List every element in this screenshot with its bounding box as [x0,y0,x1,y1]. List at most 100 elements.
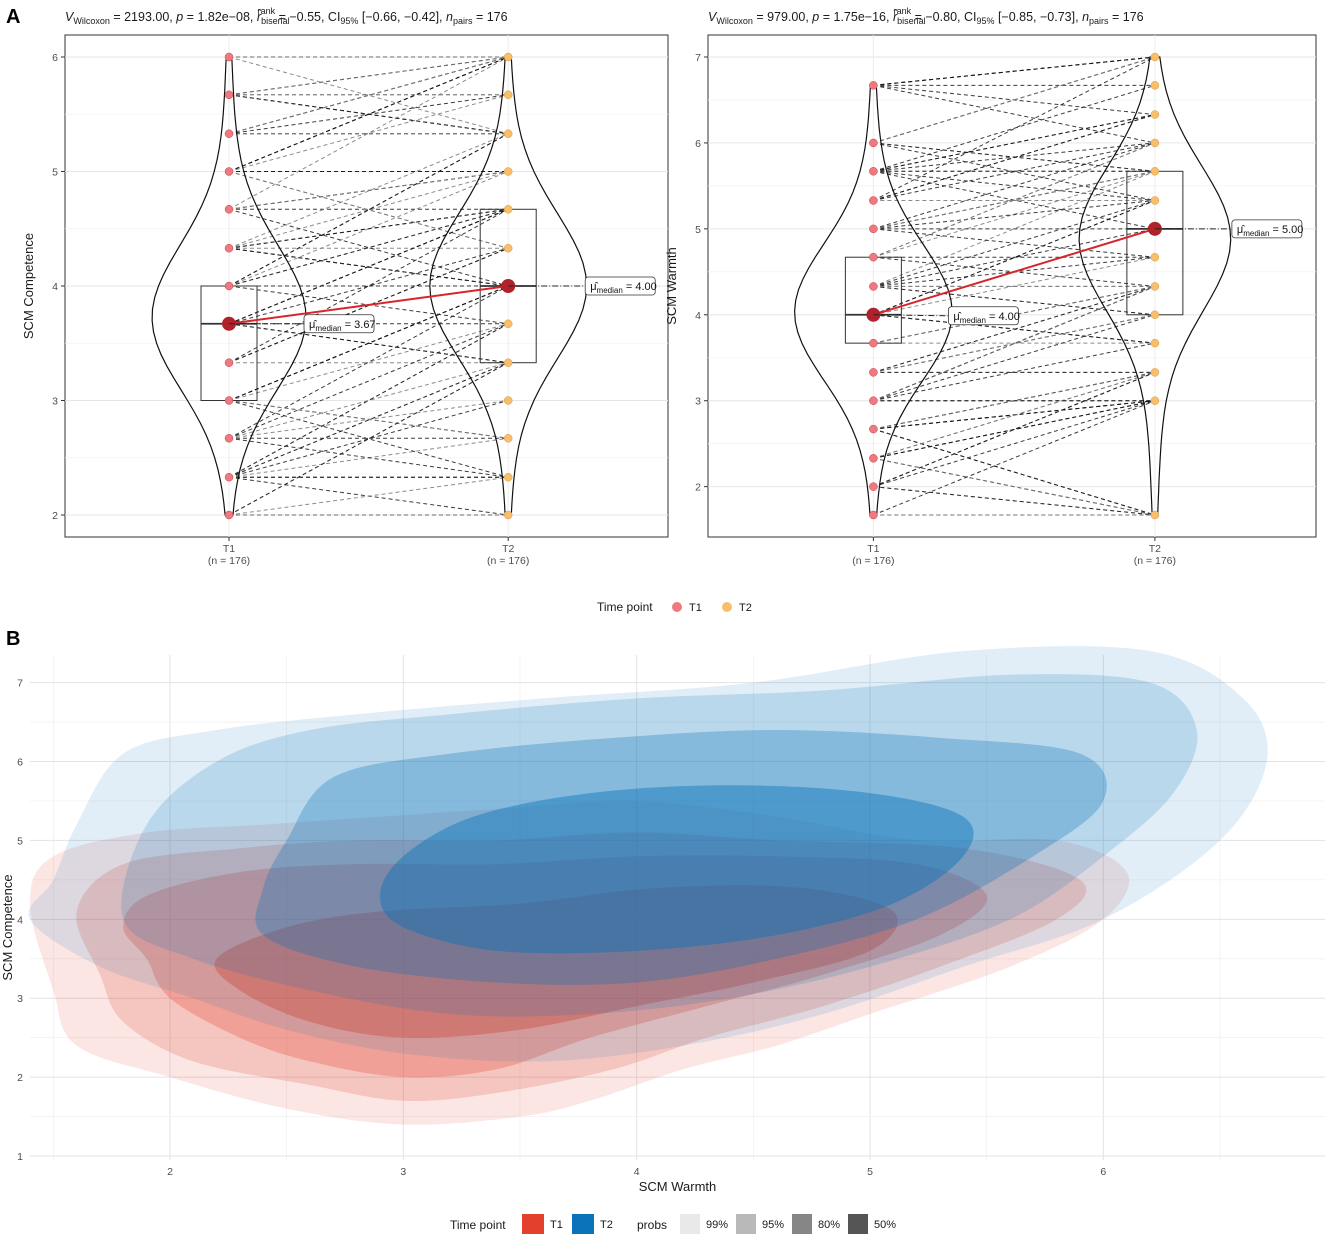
legend-title: Time point [450,1218,506,1232]
paired-line [873,285,1155,316]
paired-line [873,142,1156,230]
density-t2-99 [28,646,1268,1062]
t1-point [224,510,234,520]
t2-point [503,129,513,138]
y-tick-label: 6 [695,138,701,150]
t2-point [503,243,513,253]
legend-label-t1: T1 [689,602,702,614]
legend-prob-label: 80% [818,1219,840,1231]
t2-point [1150,52,1160,62]
x-tick-label: 2 [167,1166,173,1178]
t2-point [503,205,513,214]
median-label-text: μ̂median = 5.00 [1237,224,1304,238]
paired-line [873,56,1156,201]
paired-line [228,476,509,516]
x-axis-title: SCM Warmth [639,1179,717,1194]
y-tick-label: 2 [17,1072,23,1084]
x-tick-n-label: (n = 176) [1134,555,1176,567]
legend-label-t2: T2 [739,602,752,614]
t1-point [224,434,234,443]
y-tick-label: 1 [17,1151,23,1163]
t1-point [869,338,878,348]
paired-line [873,142,1155,172]
median-label-leader [873,314,949,317]
t1-point [869,81,878,90]
density-t1-99 [30,800,1130,1125]
paired-line [228,208,509,287]
t2-point [1150,167,1160,176]
paired-line [228,208,509,325]
paired-line [228,285,509,401]
paired-line [873,486,1155,516]
y-tick-label: 3 [695,396,701,408]
x-tick-label: T1 [223,543,235,555]
t1-point [869,482,878,491]
paired-line [873,114,1155,172]
paired-line [228,94,509,172]
y-tick-label: 2 [52,510,58,522]
x-tick-label: 3 [400,1166,406,1178]
y-tick-label: 5 [695,224,701,236]
y-axis-title: SCM Warmth [664,247,679,325]
stats-header: VWilcoxon = 2193.00, p = 1.82e−08, r̂bis… [65,6,508,26]
legend-prob-key [736,1214,756,1234]
paired-line [228,362,509,439]
paired-line [873,84,1156,172]
x-tick-n-label: (n = 176) [852,555,894,567]
paired-line [873,314,1155,344]
warmth-violin-panel: VWilcoxon = 979.00, p = 1.75e−16, r̂bise… [664,6,1317,567]
density-t2-80 [255,730,1107,985]
paired-line [228,362,509,478]
t2-point [1150,110,1160,119]
paired-line [873,342,1155,402]
median-label-box [947,306,1019,326]
median-connector [873,227,1156,316]
legend-title: Time point [597,600,653,614]
y-tick-label: 4 [52,281,58,293]
stats-header: VWilcoxon = 979.00, p = 1.75e−16, r̂bise… [708,6,1144,26]
paired-line [228,94,509,135]
paired-line [873,200,1155,230]
legend-prob-key [792,1214,812,1234]
t2-point [1150,81,1160,90]
t2-median-point [501,279,516,293]
paired-line [873,84,1155,144]
paired-line [873,428,1156,516]
violin-outline [1078,56,1232,516]
t1-point [224,281,234,291]
t2-point [1150,282,1160,291]
paired-line [873,56,1156,144]
median-label-box [584,276,656,296]
paired-line [228,56,509,96]
t2-point [503,472,513,482]
t1-point [224,396,234,405]
y-tick-label: 6 [52,52,58,64]
median-connector [228,285,509,325]
density-t2-50 [380,785,974,954]
paired-line [873,371,1156,488]
y-tick-label: 5 [52,167,58,179]
y-tick-label: 2 [695,482,701,494]
density-t2-95 [121,674,1198,1017]
paired-line [228,171,509,249]
t2-point [503,319,513,329]
t2-point [1150,138,1160,148]
paired-line [873,170,1156,287]
paired-line [873,314,1155,373]
y-tick-label: 4 [17,914,23,926]
paired-line [228,323,509,439]
paired-line [873,142,1156,258]
median-label-text: μ̂median = 4.00 [953,311,1020,325]
y-axis-title: SCM Competence [21,233,36,339]
legend-time-point-a: Time point T1 T2 [597,600,752,614]
t2-point [503,434,513,443]
x-tick-label: 6 [1100,1166,1106,1178]
paired-line [228,171,509,249]
paired-line [228,56,509,135]
density-t1-50 [214,885,898,1038]
t2-point [503,52,513,62]
t1-point [224,90,234,100]
median-label-text: μ̂median = 3.67 [309,319,376,333]
paired-line [873,400,1156,488]
